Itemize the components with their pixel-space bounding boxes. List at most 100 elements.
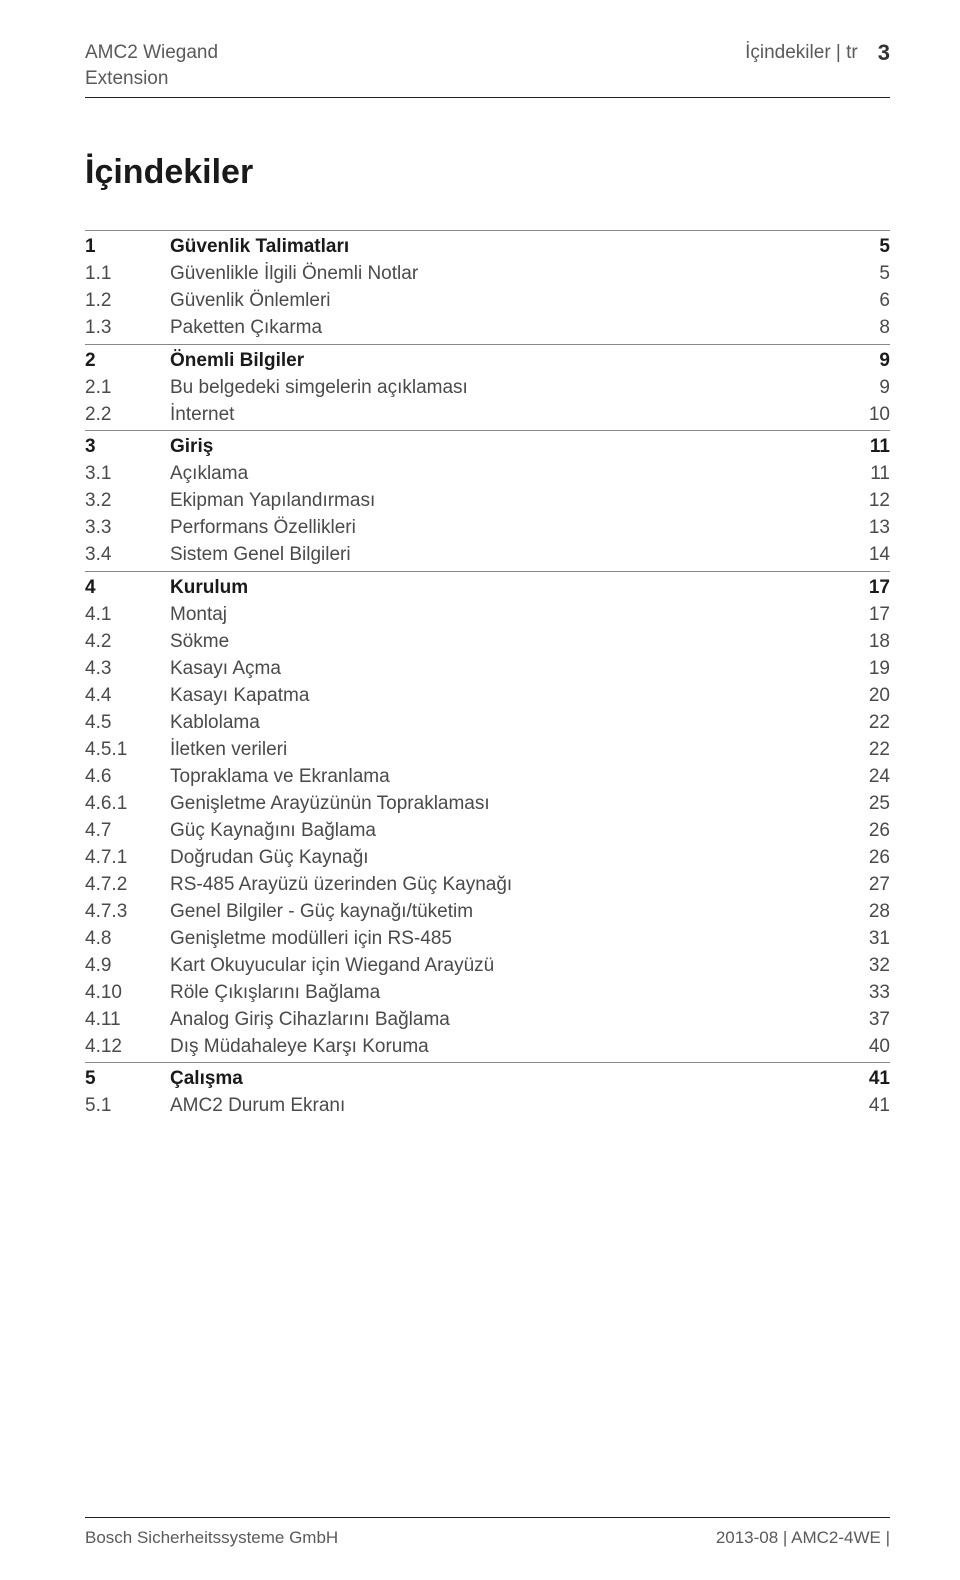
toc-entry-number: 4.11 [85,1009,170,1031]
toc-entry-page: 40 [840,1036,890,1058]
toc-entry: 1.2Güvenlik Önlemleri6 [85,288,890,315]
toc-entry-page: 25 [840,793,890,815]
product-name-line1: AMC2 Wiegand [85,40,218,66]
toc-entry-page: 5 [840,263,890,285]
toc-entry-page: 32 [840,955,890,977]
toc-entry: 5.1AMC2 Durum Ekranı41 [85,1093,890,1120]
footer-content: Bosch Sicherheitssysteme GmbH 2013-08 | … [85,1528,890,1548]
toc-entry-page: 22 [840,739,890,761]
toc-entry: 4.2Sökme18 [85,628,890,655]
toc-entry-page: 12 [840,490,890,512]
toc-entry-page: 26 [840,820,890,842]
toc-entry: 2.2İnternet10 [85,401,890,428]
breadcrumb-text: İçindekiler | tr [745,42,858,64]
toc-entry-title: Kasayı Açma [170,658,840,680]
toc-entry-title: Sökme [170,631,840,653]
toc-entry-page: 13 [840,517,890,539]
toc-entry-number: 1 [85,236,170,258]
toc-entry-page: 18 [840,631,890,653]
toc-entry: 2.1Bu belgedeki simgelerin açıklaması9 [85,374,890,401]
toc-entry: 4.5Kablolama22 [85,709,890,736]
toc-entry: 3.2Ekipman Yapılandırması12 [85,488,890,515]
toc-entry: 4.1Montaj17 [85,601,890,628]
toc-entry-title: Kasayı Kapatma [170,685,840,707]
toc-entry-number: 4.12 [85,1036,170,1058]
toc-entry-number: 4.7.2 [85,874,170,896]
product-name-line2: Extension [85,66,218,92]
toc-entry-title: İletken verileri [170,739,840,761]
toc-entry-title: Ekipman Yapılandırması [170,490,840,512]
toc-entry: 4.12Dış Müdahaleye Karşı Koruma40 [85,1033,890,1060]
toc-entry: 4.8Genişletme modülleri için RS-48531 [85,925,890,952]
toc-entry: 3Giriş11 [85,430,890,461]
toc-entry-number: 3 [85,436,170,458]
toc-entry-title: Montaj [170,604,840,626]
toc-entry-page: 20 [840,685,890,707]
toc-entry-page: 24 [840,766,890,788]
toc-entry-title: İnternet [170,404,840,426]
toc-entry-title: Topraklama ve Ekranlama [170,766,840,788]
toc-entry: 1Güvenlik Talimatları5 [85,230,890,261]
toc-entry-title: Sistem Genel Bilgileri [170,544,840,566]
toc-entry: 4Kurulum17 [85,571,890,602]
toc-entry-number: 2.2 [85,404,170,426]
toc-entry-number: 5 [85,1068,170,1090]
page-title: İçindekiler [85,153,890,192]
toc-entry-page: 41 [840,1095,890,1117]
toc-entry-number: 4.3 [85,658,170,680]
toc-entry-number: 4.5 [85,712,170,734]
toc-entry-title: Analog Giriş Cihazlarını Bağlama [170,1009,840,1031]
page-footer: Bosch Sicherheitssysteme GmbH 2013-08 | … [85,1517,890,1548]
toc-entry-number: 1.1 [85,263,170,285]
toc-entry: 4.6Topraklama ve Ekranlama24 [85,763,890,790]
page-number: 3 [878,40,890,66]
toc-entry: 2Önemli Bilgiler9 [85,344,890,375]
toc-entry-title: Güvenlik Talimatları [170,236,840,258]
toc-entry-title: Performans Özellikleri [170,517,840,539]
toc-entry: 4.7Güç Kaynağını Bağlama26 [85,817,890,844]
toc-entry-page: 31 [840,928,890,950]
page-header: AMC2 Wiegand Extension İçindekiler | tr … [85,40,890,91]
toc-entry: 4.9Kart Okuyucular için Wiegand Arayüzü3… [85,952,890,979]
toc-entry: 3.1Açıklama11 [85,461,890,488]
toc-entry-number: 4.5.1 [85,739,170,761]
toc-entry-number: 4.6 [85,766,170,788]
toc-entry-page: 14 [840,544,890,566]
toc-entry-title: Genişletme Arayüzünün Topraklaması [170,793,840,815]
toc-entry: 4.7.1Doğrudan Güç Kaynağı26 [85,844,890,871]
product-name: AMC2 Wiegand Extension [85,40,218,91]
toc-entry-page: 17 [840,604,890,626]
toc-entry: 3.4Sistem Genel Bilgileri14 [85,542,890,569]
toc-entry-title: Güç Kaynağını Bağlama [170,820,840,842]
toc-entry-title: AMC2 Durum Ekranı [170,1095,840,1117]
toc-entry-page: 19 [840,658,890,680]
toc-entry-title: Genel Bilgiler - Güç kaynağı/tüketim [170,901,840,923]
toc-entry-number: 4.2 [85,631,170,653]
toc-entry-title: Dış Müdahaleye Karşı Koruma [170,1036,840,1058]
footer-docinfo: 2013-08 | AMC2-4WE | [716,1528,890,1548]
toc-entry-page: 8 [840,317,890,339]
toc-entry-title: Kurulum [170,577,840,599]
toc-entry-page: 10 [840,404,890,426]
toc-entry-page: 41 [840,1068,890,1090]
footer-divider [85,1517,890,1518]
toc-entry: 1.1Güvenlikle İlgili Önemli Notlar5 [85,261,890,288]
toc-entry-number: 2.1 [85,377,170,399]
toc-entry-title: RS-485 Arayüzü üzerinden Güç Kaynağı [170,874,840,896]
toc-entry-title: Kablolama [170,712,840,734]
toc-entry-page: 28 [840,901,890,923]
toc-entry: 4.10Röle Çıkışlarını Bağlama33 [85,979,890,1006]
toc-entry-number: 1.3 [85,317,170,339]
toc-entry-page: 11 [840,463,890,485]
toc-entry-page: 11 [840,436,890,458]
toc-entry: 5Çalışma41 [85,1062,890,1093]
toc-entry-page: 22 [840,712,890,734]
toc-entry-page: 37 [840,1009,890,1031]
toc-entry: 1.3Paketten Çıkarma8 [85,315,890,342]
toc-entry: 4.4Kasayı Kapatma20 [85,682,890,709]
toc-entry-title: Güvenlik Önlemleri [170,290,840,312]
toc-entry-page: 9 [840,350,890,372]
toc-entry-number: 4 [85,577,170,599]
toc-entry-title: Giriş [170,436,840,458]
toc-entry-title: Güvenlikle İlgili Önemli Notlar [170,263,840,285]
